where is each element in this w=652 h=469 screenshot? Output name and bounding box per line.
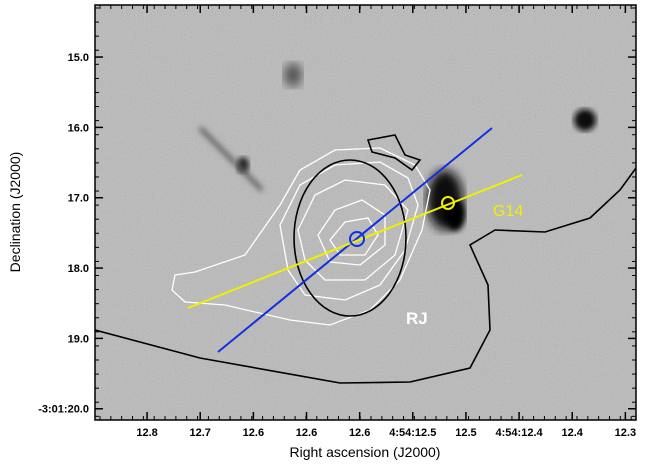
x-tick-label: 12.6 — [349, 427, 370, 439]
annotation: G14 — [493, 203, 523, 220]
y-tick-label: 18.0 — [68, 263, 89, 275]
g14-position — [441, 196, 455, 210]
y-tick-label: 19.0 — [68, 333, 89, 345]
y-tick-label: -3:01:20.0 — [38, 404, 89, 416]
minor-ticks — [95, 5, 636, 420]
y-tick-label: 15.0 — [68, 52, 89, 64]
x-tick-label: 4:54:12.5 — [389, 427, 436, 439]
x-tick-label: 12.8 — [136, 427, 157, 439]
black-contours — [95, 134, 636, 384]
x-tick-label: 12.5 — [455, 427, 476, 439]
x-tick-label: 12.6 — [243, 427, 264, 439]
annotation: RJ — [406, 309, 428, 328]
x-tick-label: 12.3 — [615, 427, 636, 439]
yellow-line — [187, 174, 523, 309]
plot-frame — [94, 4, 637, 421]
x-tick-label: 12.7 — [190, 427, 211, 439]
x-tick-label: 4:54:12.4 — [496, 427, 544, 439]
x-tick-label: 12.6 — [296, 427, 317, 439]
y-axis-label: Declination (J2000) — [7, 152, 23, 273]
y-tick-label: 16.0 — [68, 122, 89, 134]
blue-line — [217, 127, 493, 353]
x-tick-label: 12.4 — [562, 427, 584, 439]
rj-position — [349, 231, 365, 247]
x-axis-label: Right ascension (J2000) — [290, 444, 441, 460]
y-tick-label: 17.0 — [68, 193, 89, 205]
sky-image: G14 RJ — [95, 5, 636, 420]
